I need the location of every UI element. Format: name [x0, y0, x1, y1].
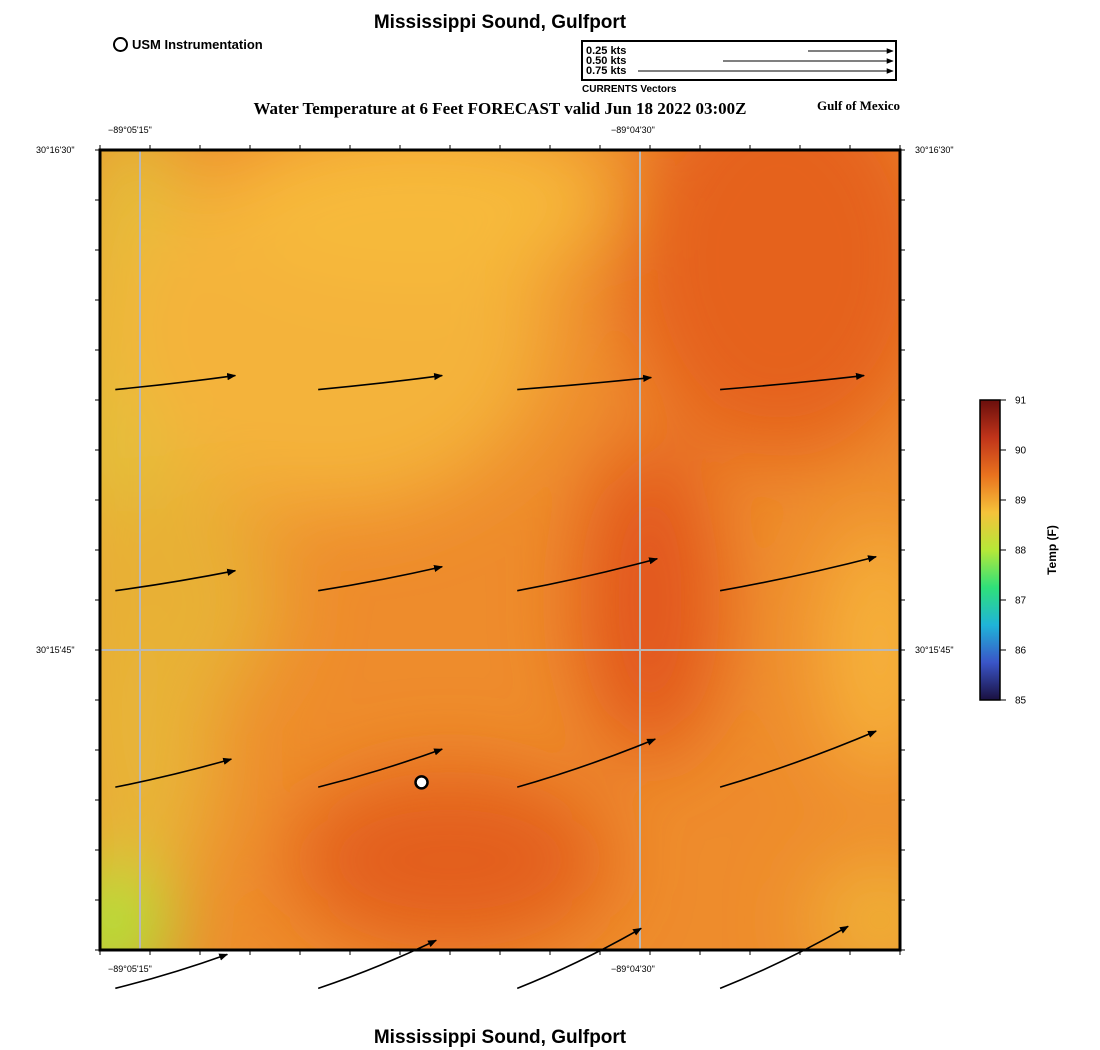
colorbar-ticks: 85 86 87 88 89 90 91: [1000, 396, 1027, 707]
colorbar-title: Temp (F): [1045, 525, 1059, 575]
left-lat-label-1: 30°16'30": [36, 145, 75, 155]
instrumentation-label: USM Instrumentation: [132, 37, 263, 52]
colorbar-tick-label: 89: [1015, 496, 1027, 507]
map-subtitle: Water Temperature at 6 Feet FORECAST val…: [253, 99, 747, 118]
current-vector: [115, 568, 237, 592]
colorbar-tick-label: 90: [1015, 446, 1027, 457]
current-vector: [115, 757, 233, 788]
colorbar-tick-label: 86: [1015, 646, 1027, 657]
colorbar: [979, 399, 1001, 701]
map-title: Mississippi Sound, Gulfport: [373, 12, 627, 33]
colorbar-tick-label: 87: [1015, 596, 1027, 607]
vector-scale-label-1: 0.25 kts: [586, 45, 627, 57]
colorbar-tick-label: 85: [1015, 696, 1027, 707]
current-vector: [517, 374, 653, 391]
current-vector: [516, 927, 643, 990]
map-footer-title: Mississippi Sound, Gulfport: [373, 1027, 627, 1048]
region-label: Gulf of Mexico: [816, 98, 900, 113]
right-lat-label-2: 30°15'45": [915, 645, 954, 655]
current-vector: [317, 939, 437, 990]
current-vector: [317, 748, 444, 788]
vector-scale-arrows: [638, 48, 894, 74]
top-lon-label-2: −89°04'30": [611, 125, 655, 135]
current-vector: [719, 925, 849, 990]
vectors-caption: CURRENTS Vectors: [582, 84, 677, 95]
current-vector: [517, 557, 659, 592]
colorbar-tick-label: 88: [1015, 546, 1027, 557]
instrumentation-legend: USM Instrumentation: [113, 37, 263, 52]
current-vector: [115, 953, 229, 990]
bottom-lon-label-1: −89°05'15": [108, 964, 152, 974]
map-ticks: [95, 145, 905, 955]
station-marker-icon: [113, 37, 128, 52]
top-lon-label-1: −89°05'15": [108, 125, 152, 135]
current-vector: [115, 373, 237, 391]
vector-scale-label-3: 0.75 kts: [586, 65, 627, 77]
vector-scale-legend: 0.25 kts 0.50 kts 0.75 kts: [581, 40, 897, 81]
current-vector: [720, 372, 865, 391]
current-vector: [517, 738, 657, 788]
usm-station-marker[interactable]: [414, 775, 429, 790]
current-vector: [719, 730, 877, 788]
current-vector: [318, 565, 444, 592]
temperature-field: [100, 150, 900, 950]
graticule: [100, 150, 900, 950]
colorbar-tick-label: 91: [1015, 396, 1027, 407]
current-vector: [719, 555, 877, 592]
current-vectors: [115, 372, 877, 990]
bottom-lon-label-2: −89°04'30": [611, 964, 655, 974]
current-vector: [318, 373, 444, 391]
left-lat-label-2: 30°15'45": [36, 645, 75, 655]
right-lat-label-1: 30°16'30": [915, 145, 954, 155]
vector-scale-label-2: 0.50 kts: [586, 55, 627, 67]
